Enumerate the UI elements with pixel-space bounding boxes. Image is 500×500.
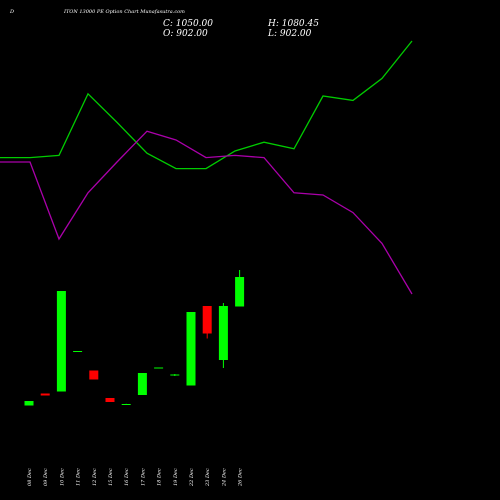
x-tick-label: 22 Dec — [189, 468, 195, 487]
candle-body — [202, 306, 212, 334]
close-value: C: 1050.00 — [163, 19, 213, 29]
high-value: H: 1080.45 — [268, 19, 319, 29]
x-tick-label: 11 Dec — [76, 468, 82, 486]
x-tick-label: 19 Dec — [173, 468, 179, 486]
candle-body — [89, 370, 99, 380]
x-tick-label: 12 Dec — [92, 468, 98, 486]
candle-body — [40, 393, 50, 396]
candle-body — [186, 312, 196, 386]
x-tick-label: 23 Dec — [205, 468, 211, 487]
x-tick-label: 15 Dec — [108, 468, 114, 486]
candle-body — [137, 373, 147, 395]
line-series-1 — [0, 40, 413, 170]
candle-body — [105, 398, 115, 402]
x-tick-label: 16 Dec — [124, 468, 130, 486]
candle-body — [154, 367, 164, 369]
candle-body — [24, 401, 34, 406]
x-tick-label: 10 Dec — [59, 468, 65, 486]
chart-corner-tag: D — [10, 9, 15, 15]
candle-body — [218, 306, 228, 360]
x-tick-label: 18 Dec — [157, 468, 163, 486]
candle-body — [121, 404, 131, 405]
low-value: L: 902.00 — [268, 29, 312, 39]
x-tick-label: 26 Dec — [238, 468, 244, 487]
line-series-2 — [0, 130, 413, 295]
candle-body — [56, 291, 66, 392]
x-tick-label: 17 Dec — [140, 468, 146, 486]
open-value: O: 902.00 — [163, 29, 208, 39]
x-tick-label: 09 Dec — [43, 468, 49, 486]
candle-body — [235, 277, 245, 307]
x-tick-label: 08 Dec — [27, 468, 33, 486]
candle-body — [73, 351, 83, 352]
x-tick-label: 24 Dec — [221, 468, 227, 487]
candle-body — [170, 374, 180, 376]
chart-title: ITON 13000 PE Option Chart Munafasutra.c… — [64, 9, 185, 15]
